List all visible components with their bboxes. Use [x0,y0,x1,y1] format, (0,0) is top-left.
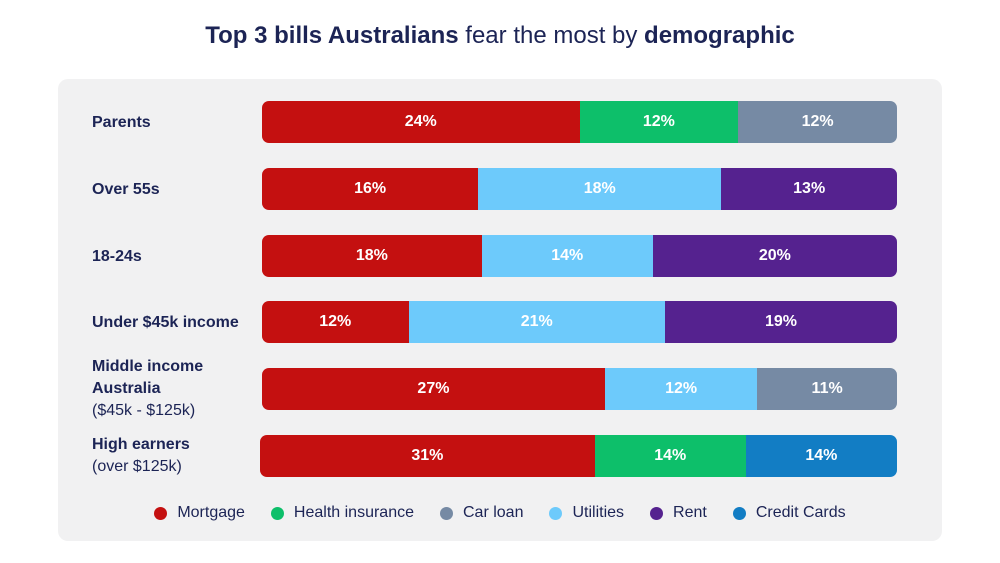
legend-label: Mortgage [177,504,245,521]
category-label-main: 18-24s [92,248,142,265]
category-label-main: Parents [92,114,151,131]
category-label: High earners (over $125k) [92,434,190,478]
bar-segment-car-loan: 11% [757,368,897,410]
bar-segment-mortgage: 31% [260,435,595,477]
legend-item: Rent [650,504,707,522]
bar-segment-mortgage: 12% [262,301,409,343]
legend-dot-icon [650,506,664,520]
bar-segment-mortgage: 18% [262,235,482,277]
category-label-main: High earners [92,436,190,453]
legend-label: Health insurance [293,504,414,521]
stacked-bar: 31% 14% 14% [260,435,897,477]
legend-item: Utilities [549,504,624,522]
category-label: Over 55s [92,179,160,201]
category-label-sub: (over $125k) [92,458,182,475]
title-part-1: Top 3 bills Australians [205,22,459,49]
bar-segment-utilities: 14% [481,235,653,277]
bar-segment-mortgage: 27% [262,368,605,410]
category-label: 18-24s [92,246,142,268]
category-label-sub: ($45k - $125k) [92,402,196,419]
legend-dot-icon [732,506,746,520]
legend-label: Credit Cards [755,504,846,521]
category-label-main: Over 55s [92,181,160,198]
legend-label: Car loan [463,504,524,521]
bar-segment-utilities: 18% [478,168,722,210]
legend-dot-icon [549,506,563,520]
bar-segment-credit-cards: 14% [745,435,897,477]
legend-item: Car loan [440,504,523,522]
chart-legend: Mortgage Health insurance Car loan Utilitie… [0,504,1000,522]
legend-dot-icon [270,506,284,520]
stacked-bar: 12% 21% 19% [262,301,897,343]
stacked-bar: 18% 14% 20% [262,235,897,277]
stacked-bar: 16% 18% 13% [262,168,897,210]
category-label: Under $45k income [92,312,239,334]
bar-segment-health-insurance: 14% [594,435,746,477]
legend-label: Rent [673,504,707,521]
legend-item: Mortgage [154,504,245,522]
legend-dot-icon [440,506,453,520]
category-label: Parents [92,112,151,134]
bar-segment-health-insurance: 12% [579,101,739,143]
stacked-bar: 27% 12% 11% [262,368,897,410]
title-part-3: demographic [644,22,795,49]
legend-dot-icon [154,506,168,520]
bar-segment-car-loan: 12% [738,101,897,143]
title-part-2: fear the most by [458,22,645,49]
category-label-main: Under $45k income [92,314,239,331]
legend-item: Credit Cards [732,504,846,522]
legend-item: Health insurance [270,504,414,522]
bar-segment-utilities: 12% [604,368,758,410]
bar-segment-rent: 20% [652,235,897,277]
bar-segment-rent: 19% [664,301,897,343]
category-label: Middle income Australia ($45k - $125k) [92,356,242,422]
category-label-main: Middle income Australia [92,358,204,397]
bar-segment-rent: 13% [721,168,897,210]
chart-title: Top 3 bills Australians fear the most by… [0,22,1000,50]
stacked-bar: 24% 12% 12% [262,101,897,143]
legend-label: Utilities [572,504,625,521]
bar-segment-mortgage: 24% [262,101,580,143]
bar-segment-utilities: 21% [408,301,665,343]
bar-segment-mortgage: 16% [262,168,479,210]
